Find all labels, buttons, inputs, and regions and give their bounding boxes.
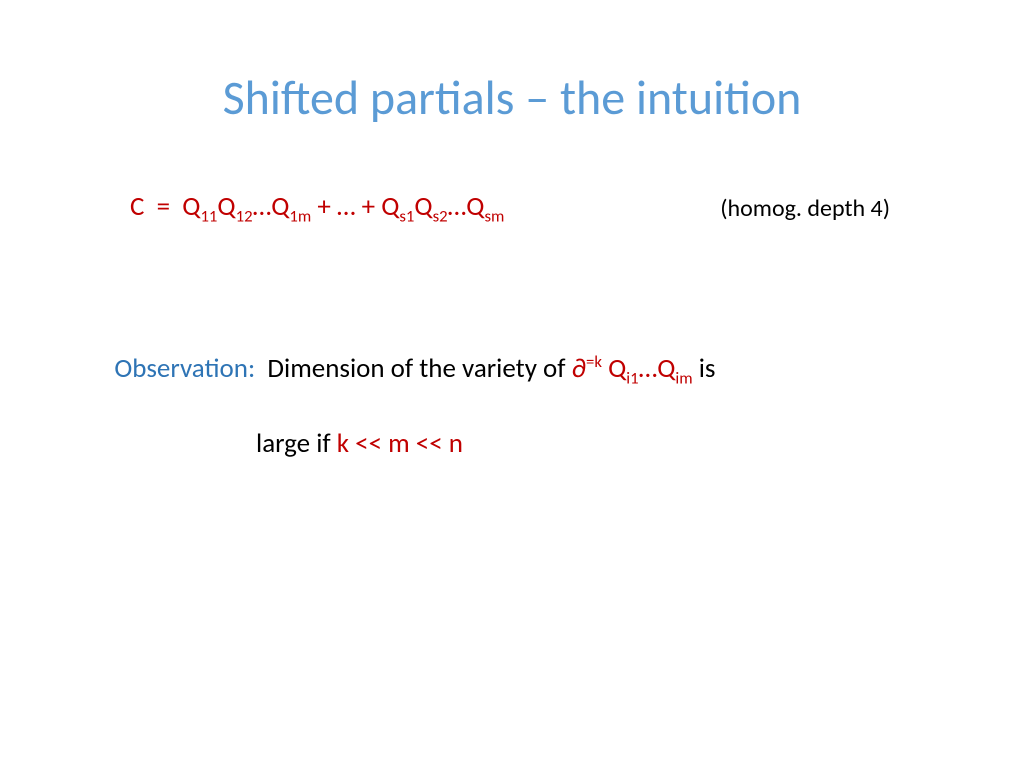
equation-formula: C = Q11Q12…Q1m + … + Qs1Qs2…Qsm — [130, 190, 504, 223]
observation-block: Observation: Dimension of the variety of… — [90, 315, 920, 536]
obs-qprod: Qi1…Qim — [608, 352, 693, 385]
obs-inequality: k << m << n — [337, 427, 463, 460]
eq-sub-s2: s2 — [433, 206, 448, 226]
slide: Shifted partials – the intuition C = Q11… — [0, 0, 1024, 768]
eq-q4: Q — [381, 190, 399, 223]
observation-label: Observation: — [114, 352, 255, 385]
observation-line-2: large if k << m << n — [90, 426, 920, 462]
eq-q6: Q — [466, 190, 484, 223]
partial-sup: =k — [586, 352, 602, 372]
eq-sub-1m: 1m — [289, 206, 311, 226]
eq-q3: Q — [271, 190, 289, 223]
eq-lhs: C — [130, 190, 144, 223]
eq-q5: Q — [414, 190, 432, 223]
obs-partial: ∂=k — [572, 352, 602, 385]
equation-note: (homog. depth 4) — [720, 194, 890, 223]
eq-ell1: … — [253, 190, 272, 223]
obs-sub-i1: i1 — [626, 369, 638, 389]
eq-sub-sm: sm — [484, 206, 504, 226]
partial-symbol: ∂ — [572, 352, 586, 385]
eq-plus: + … + — [311, 190, 381, 223]
obs-text-1b: is — [693, 352, 716, 385]
eq-sub-12: 12 — [236, 206, 253, 226]
obs-ell: … — [639, 352, 658, 385]
eq-sub-s1: s1 — [399, 206, 414, 226]
eq-q2: Q — [217, 190, 235, 223]
obs-sub-im: im — [675, 369, 692, 389]
eq-eq: = — [144, 190, 182, 223]
obs-text-1a: Dimension of the variety of — [255, 352, 571, 385]
obs-text-2a: large if — [256, 427, 337, 460]
obs-q2: Q — [657, 352, 675, 385]
eq-ell2: … — [448, 190, 467, 223]
slide-title: Shifted partials – the intuition — [0, 68, 1024, 127]
eq-sub-11: 11 — [200, 206, 217, 226]
obs-q1: Q — [608, 352, 626, 385]
eq-q1: Q — [182, 190, 200, 223]
equation-line: C = Q11Q12…Q1m + … + Qs1Qs2…Qsm (homog. … — [130, 190, 910, 223]
